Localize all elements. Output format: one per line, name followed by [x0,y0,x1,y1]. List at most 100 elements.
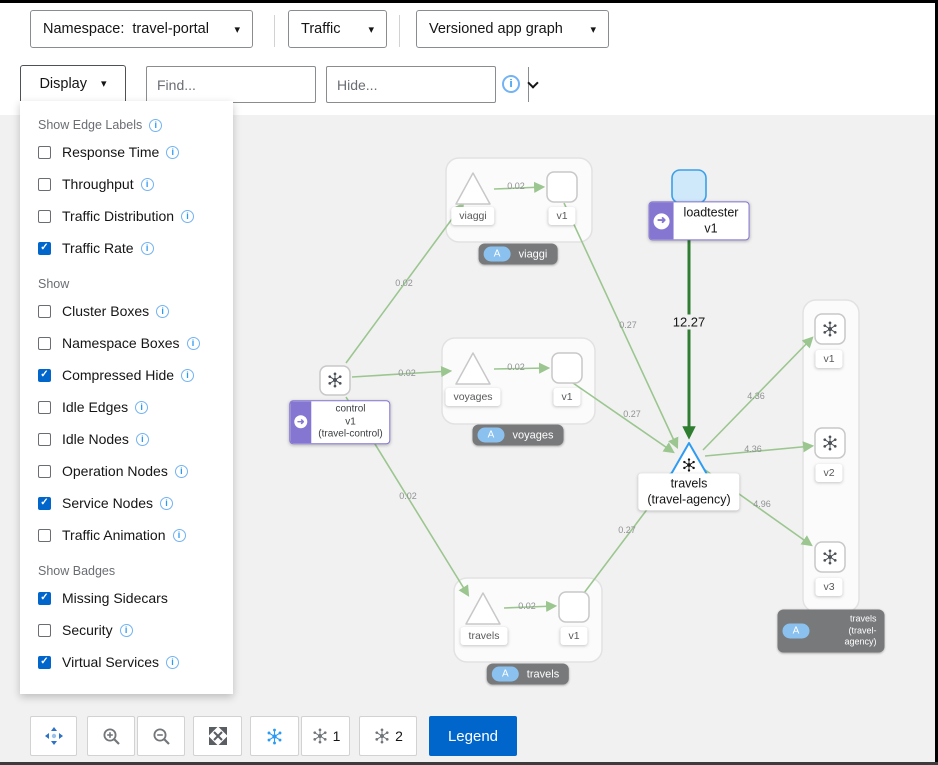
voyages-version-label[interactable]: v1 [553,388,581,406]
loadtester-label[interactable]: ➜ loadtester v1 [648,201,750,241]
agency-v2-label[interactable]: v2 [815,464,843,482]
edge-control-viaggi[interactable] [345,202,465,364]
checkbox[interactable] [38,432,51,446]
loadtester-node[interactable] [671,169,707,204]
agency-v3-label[interactable]: v3 [815,578,843,596]
checkbox[interactable] [38,368,51,382]
find-input[interactable] [147,67,348,102]
travels-app-label[interactable]: travels [460,627,508,645]
info-icon[interactable] [119,623,133,637]
edge-voyagesv1-service[interactable] [572,382,675,454]
control-node[interactable] [319,365,351,396]
checkbox[interactable] [38,496,51,510]
display-option-missing-sidecars[interactable]: Missing Sidecars [38,582,233,614]
hide-options-toggle[interactable] [527,67,539,102]
travels-service-label[interactable]: travels (travel-agency) [638,473,740,511]
display-option-idle-nodes[interactable]: Idle Nodes [38,423,233,455]
pan-button[interactable] [30,716,77,756]
voyages-group-badge[interactable]: A voyages [472,424,564,446]
display-option-compressed-hide[interactable]: Compressed Hide [38,359,233,391]
checkbox[interactable] [38,145,51,159]
checkbox[interactable] [38,655,51,669]
display-option-virtual-services[interactable]: Virtual Services [38,646,233,678]
viaggi-app-node[interactable] [455,172,491,205]
checkbox[interactable] [38,336,51,350]
hide-input[interactable] [327,67,528,102]
info-icon[interactable] [174,464,188,478]
travels-group-badge[interactable]: A travels [486,663,570,685]
graph-nodes[interactable] [319,169,846,625]
info-icon[interactable] [181,209,195,223]
display-option-traffic-animation[interactable]: Traffic Animation [38,519,233,551]
graph-layout-default-button[interactable] [250,716,299,756]
edge-control-voyages[interactable] [351,365,453,378]
display-dropdown-button[interactable]: Display ▾ [20,65,126,104]
edge-service-agencyv1[interactable] [702,336,814,451]
info-icon[interactable] [135,432,149,446]
zoom-out-button[interactable] [137,716,185,756]
edge-viaggi-v1[interactable] [493,181,546,193]
display-option-throughput[interactable]: Throughput [38,168,233,200]
graph-layout-2-button[interactable]: 2 [359,716,417,756]
edge-travels-v1[interactable] [503,600,558,612]
zoom-in-button[interactable] [87,716,135,756]
display-option-idle-edges[interactable]: Idle Edges [38,391,233,423]
info-icon[interactable] [140,177,154,191]
info-icon[interactable] [140,241,154,255]
info-icon[interactable] [166,145,180,159]
checkbox[interactable] [38,528,51,542]
info-icon[interactable] [181,368,195,382]
checkbox[interactable] [38,241,51,255]
checkbox[interactable] [38,623,51,637]
viaggi-app-label[interactable]: viaggi [451,207,495,225]
info-icon[interactable] [160,496,174,510]
display-option-response-time[interactable]: Response Time [38,136,233,168]
info-icon[interactable] [166,655,180,669]
checkbox[interactable] [38,209,51,223]
travels-service-node[interactable] [669,442,709,477]
info-icon[interactable] [186,336,200,350]
voyages-app-node[interactable] [455,352,491,385]
info-icon[interactable] [149,118,163,132]
checkbox[interactable] [38,464,51,478]
namespace-dropdown[interactable]: Namespace: travel-portal ▾ [30,10,253,48]
edge-service-agencyv2[interactable] [704,441,815,457]
edge-viaggiv1-service[interactable] [563,202,679,450]
viaggi-v1-node[interactable] [546,171,578,203]
agency-v1-node[interactable] [814,313,846,345]
checkbox[interactable] [38,177,51,191]
graph-layout-1-button[interactable]: 1 [301,716,350,756]
travels-version-label[interactable]: v1 [560,627,588,645]
control-label[interactable]: ➜ control v1 (travel-control) [289,400,391,444]
info-icon[interactable] [156,304,170,318]
display-option-traffic-rate[interactable]: Traffic Rate [38,232,233,264]
display-option-traffic-distribution[interactable]: Traffic Distribution [38,200,233,232]
graph-type-dropdown[interactable]: Versioned app graph ▾ [416,10,609,48]
agency-v2-node[interactable] [814,427,846,459]
info-icon[interactable] [135,400,149,414]
travel-agency-group-badge[interactable]: A travels (travel-agency) [777,609,885,653]
voyages-app-label[interactable]: voyages [445,388,501,406]
checkbox[interactable] [38,400,51,414]
display-option-security[interactable]: Security [38,614,233,646]
checkbox[interactable] [38,591,51,605]
viaggi-group-badge[interactable]: A viaggi [478,243,558,265]
travels-v1-node[interactable] [558,591,590,623]
display-option-cluster-boxes[interactable]: Cluster Boxes [38,295,233,327]
graph-layout-icon [312,728,327,744]
viaggi-version-label[interactable]: v1 [548,207,576,225]
voyages-v1-node[interactable] [551,352,583,384]
checkbox[interactable] [38,304,51,318]
fit-to-screen-button[interactable] [193,716,242,756]
display-option-service-nodes[interactable]: Service Nodes [38,487,233,519]
edge-voyages-v1[interactable] [493,362,551,374]
display-option-operation-nodes[interactable]: Operation Nodes [38,455,233,487]
agency-v1-label[interactable]: v1 [815,350,843,368]
traffic-dropdown[interactable]: Traffic ▾ [288,10,387,48]
travels-app-node[interactable] [465,592,501,625]
find-hide-help-icon[interactable] [502,75,520,93]
display-option-namespace-boxes[interactable]: Namespace Boxes [38,327,233,359]
info-icon[interactable] [172,528,186,542]
agency-v3-node[interactable] [814,541,846,573]
legend-button[interactable]: Legend [429,716,517,756]
